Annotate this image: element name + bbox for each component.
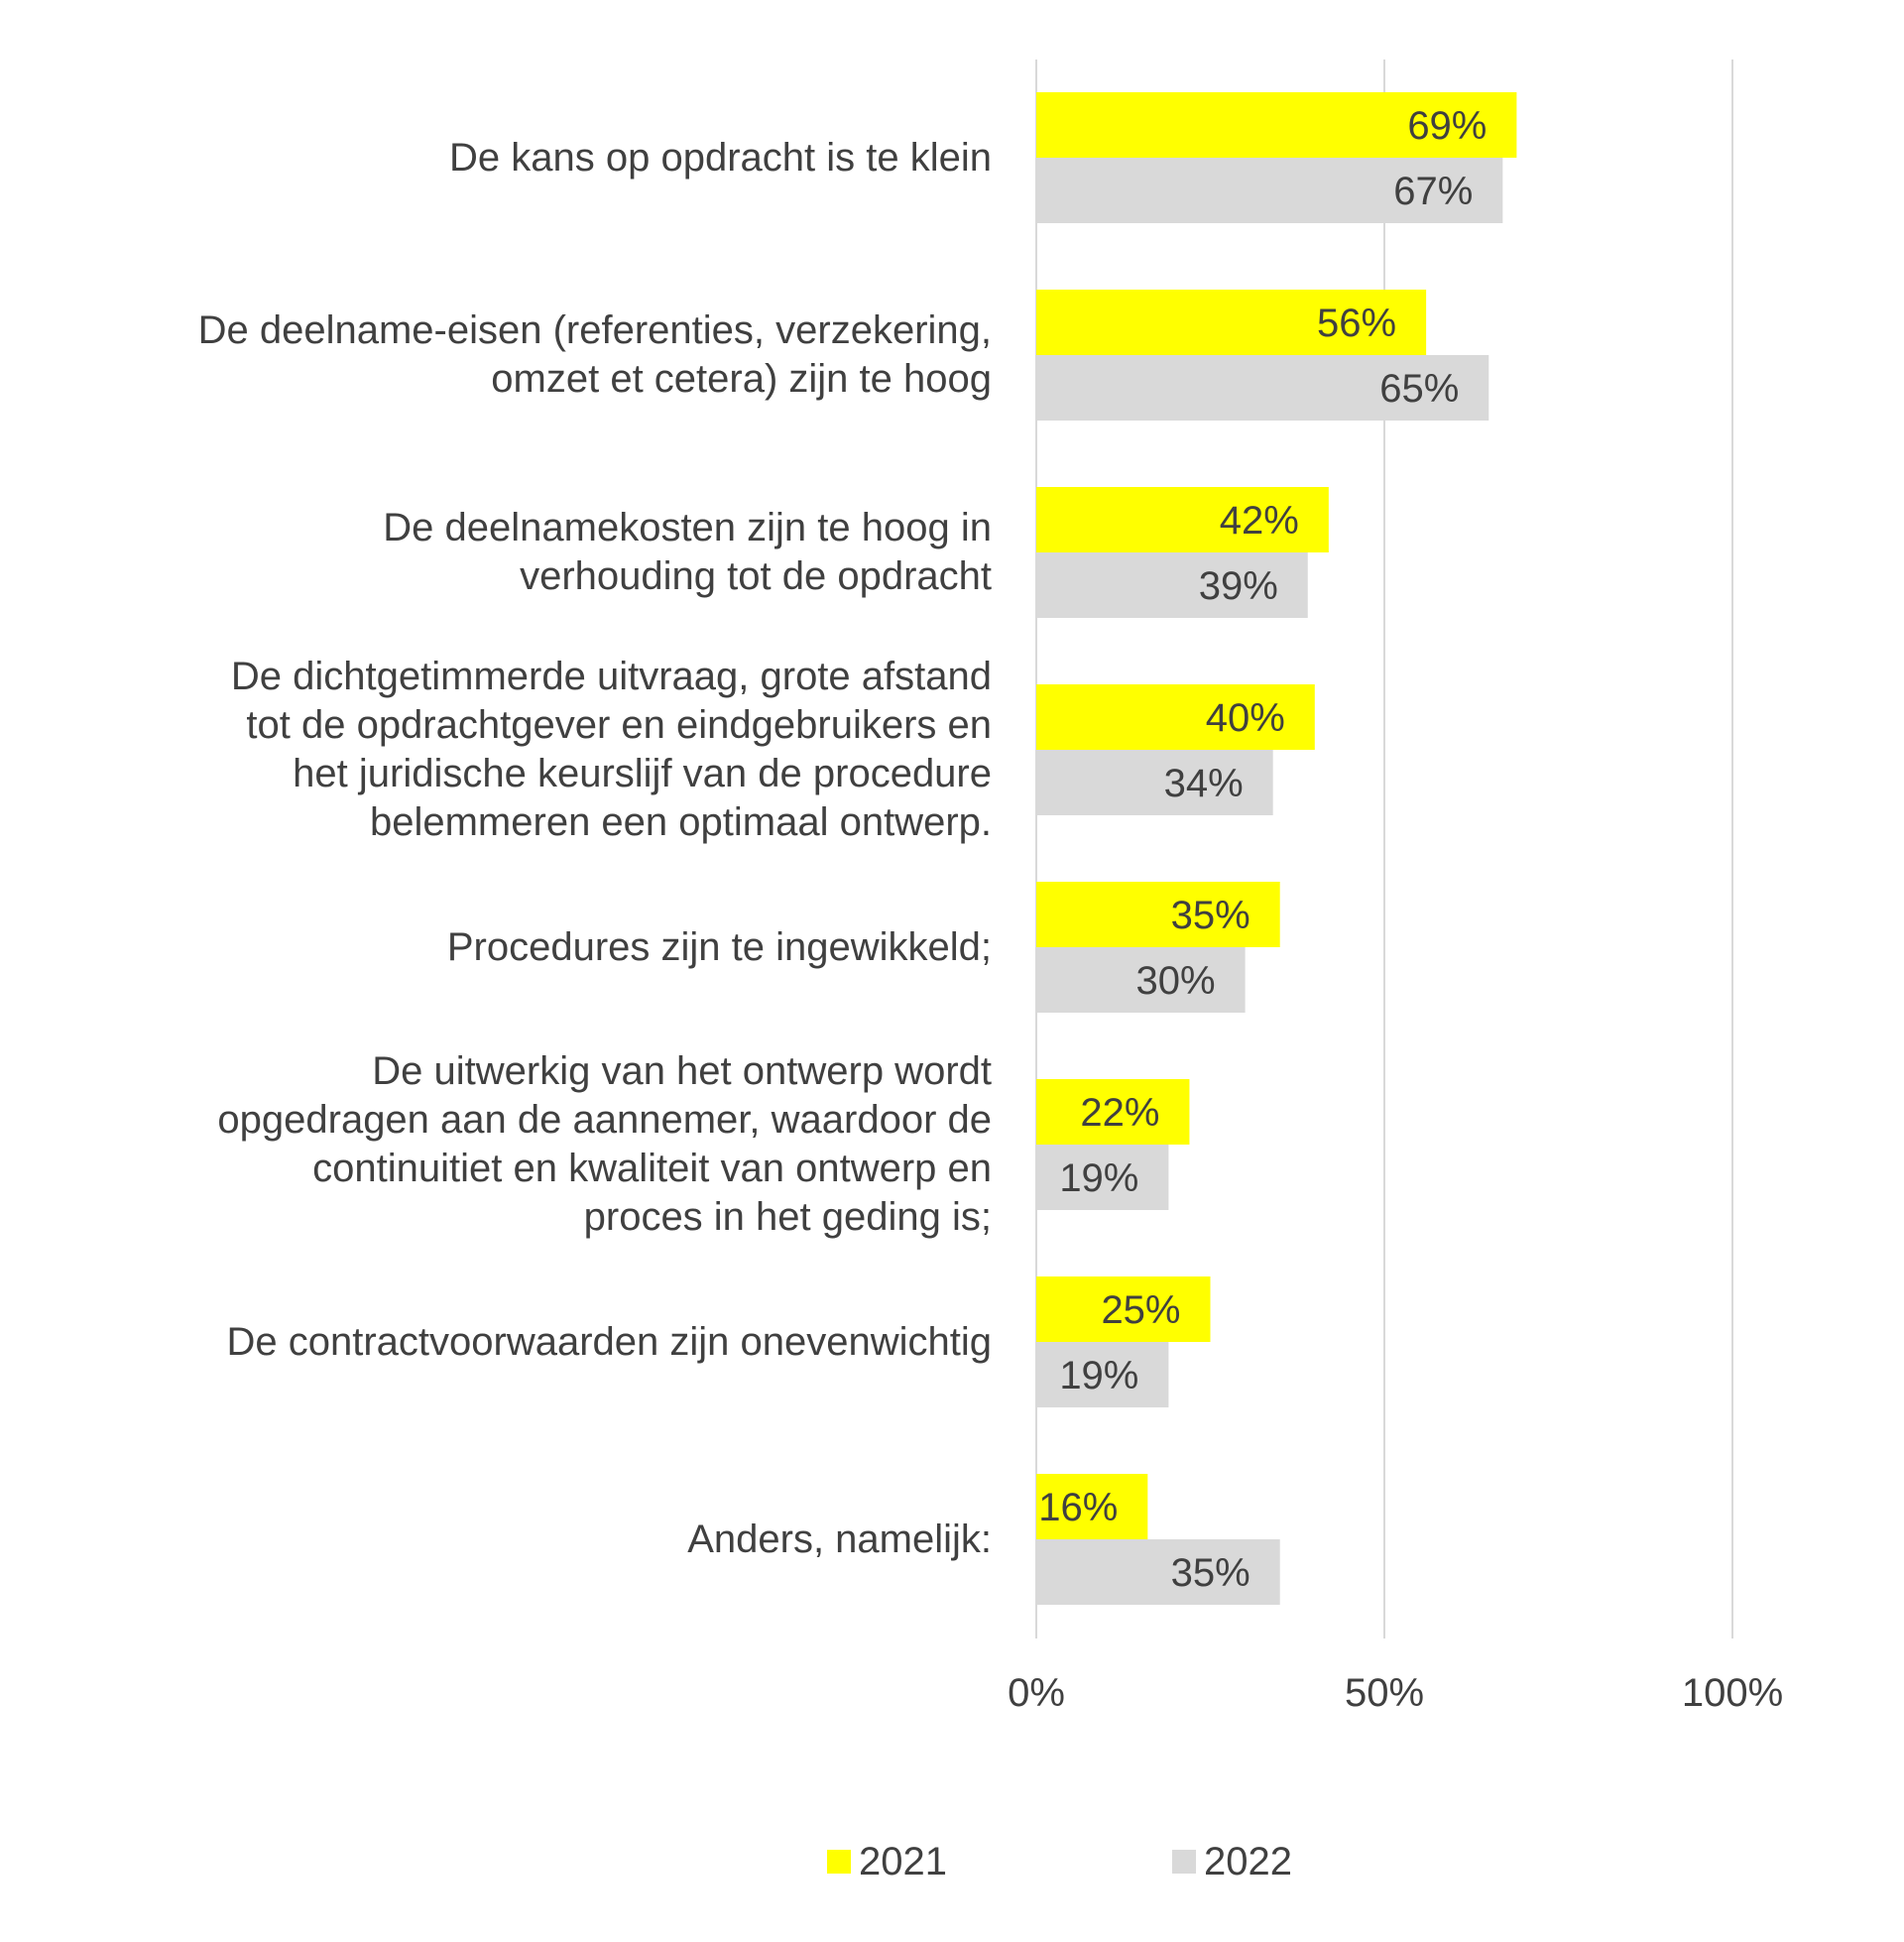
bar-2022-1 [1036, 355, 1489, 421]
category-label-line: omzet et cetera) zijn te hoog [491, 357, 992, 401]
data-label-2022-5: 19% [1059, 1156, 1138, 1200]
data-label-2021-6: 25% [1101, 1288, 1180, 1332]
bar-2021-1 [1036, 290, 1427, 355]
category-label-line: proces in het geding is; [583, 1195, 992, 1239]
bar-2021-7 [1036, 1474, 1148, 1539]
category-label: Anders, namelijk: [119, 1516, 992, 1564]
category-label-line: De contractvoorwaarden zijn onevenwichti… [226, 1319, 992, 1364]
data-label-2022-1: 65% [1379, 367, 1459, 411]
category-label-line: De deelnamekosten zijn te hoog in [383, 506, 992, 549]
category-label-line: belemmeren een optimaal ontwerp. [369, 800, 992, 844]
x-tick-label: 50% [1345, 1671, 1424, 1715]
bar-2021-6 [1036, 1276, 1211, 1342]
data-label-2021-3: 40% [1206, 696, 1285, 740]
category-label: De kans op opdracht is te klein [119, 134, 992, 182]
data-label-2022-7: 35% [1171, 1551, 1250, 1595]
legend-item-2022: 2022 [1172, 1837, 1292, 1886]
data-label-2022-2: 39% [1199, 564, 1278, 608]
category-label: De deelnamekosten zijn te hoog in verhoud… [119, 504, 992, 601]
category-label-line: De uitwerkig van het ontwerp wordt [372, 1049, 992, 1093]
bar-2021-0 [1036, 92, 1517, 158]
legend-label: 2021 [859, 1839, 947, 1883]
category-label-line: continuitiet en kwaliteit van ontwerp en [312, 1147, 992, 1190]
category-label-line: tot de opdrachtgever en eindgebruikers e… [246, 703, 992, 747]
bar-2022-3 [1036, 750, 1273, 815]
legend-item-2021: 2021 [827, 1837, 947, 1886]
bar-2021-3 [1036, 684, 1315, 750]
bar-2021-5 [1036, 1079, 1190, 1145]
data-label-2021-5: 22% [1080, 1091, 1159, 1135]
bar-2022-4 [1036, 947, 1246, 1013]
category-label: Procedures zijn te ingewikkeld; [119, 923, 992, 972]
data-label-2022-4: 30% [1136, 959, 1216, 1003]
bar-2022-7 [1036, 1539, 1280, 1605]
category-label-line: verhouding tot de opdracht [520, 554, 992, 598]
x-tick-label: 100% [1682, 1671, 1783, 1715]
data-label-2022-0: 67% [1393, 170, 1473, 213]
category-label-line: De kans op opdracht is te klein [449, 135, 992, 180]
category-label: De deelname-eisen (referenties, verzeker… [119, 306, 992, 404]
category-label: De dichtgetimmerde uitvraag, grote afsta… [119, 653, 992, 847]
data-label-2021-4: 35% [1171, 894, 1250, 937]
category-label-line: De dichtgetimmerde uitvraag, grote afsta… [230, 655, 992, 698]
category-label-line: het juridische keurslijf van de procedur… [293, 752, 992, 795]
bar-2021-2 [1036, 487, 1329, 552]
category-label: De contractvoorwaarden zijn onevenwichti… [119, 1318, 992, 1367]
bar-2022-5 [1036, 1145, 1169, 1210]
x-tick-label: 0% [1008, 1671, 1065, 1715]
category-label-line: Procedures zijn te ingewikkeld; [446, 924, 992, 969]
data-label-2021-7: 16% [1038, 1486, 1118, 1529]
legend-swatch [827, 1850, 851, 1874]
data-label-2022-6: 19% [1059, 1354, 1138, 1397]
bar-2022-0 [1036, 158, 1503, 223]
data-label-2021-2: 42% [1220, 499, 1299, 543]
category-label-line: De deelname-eisen (referenties, verzeker… [197, 308, 992, 352]
data-label-2021-1: 56% [1317, 302, 1396, 345]
legend-label: 2022 [1204, 1839, 1292, 1883]
data-label-2021-0: 69% [1407, 104, 1487, 148]
category-label-line: opgedragen aan de aannemer, waardoor de [217, 1098, 992, 1142]
bar-2022-6 [1036, 1342, 1169, 1407]
data-label-2022-3: 34% [1164, 762, 1244, 805]
legend-swatch [1172, 1850, 1196, 1874]
bar-2022-2 [1036, 552, 1308, 618]
bar-2021-4 [1036, 882, 1280, 947]
category-label: De uitwerkig van het ontwerp wordt opgedr… [119, 1047, 992, 1242]
category-label-line: Anders, namelijk: [687, 1517, 992, 1561]
